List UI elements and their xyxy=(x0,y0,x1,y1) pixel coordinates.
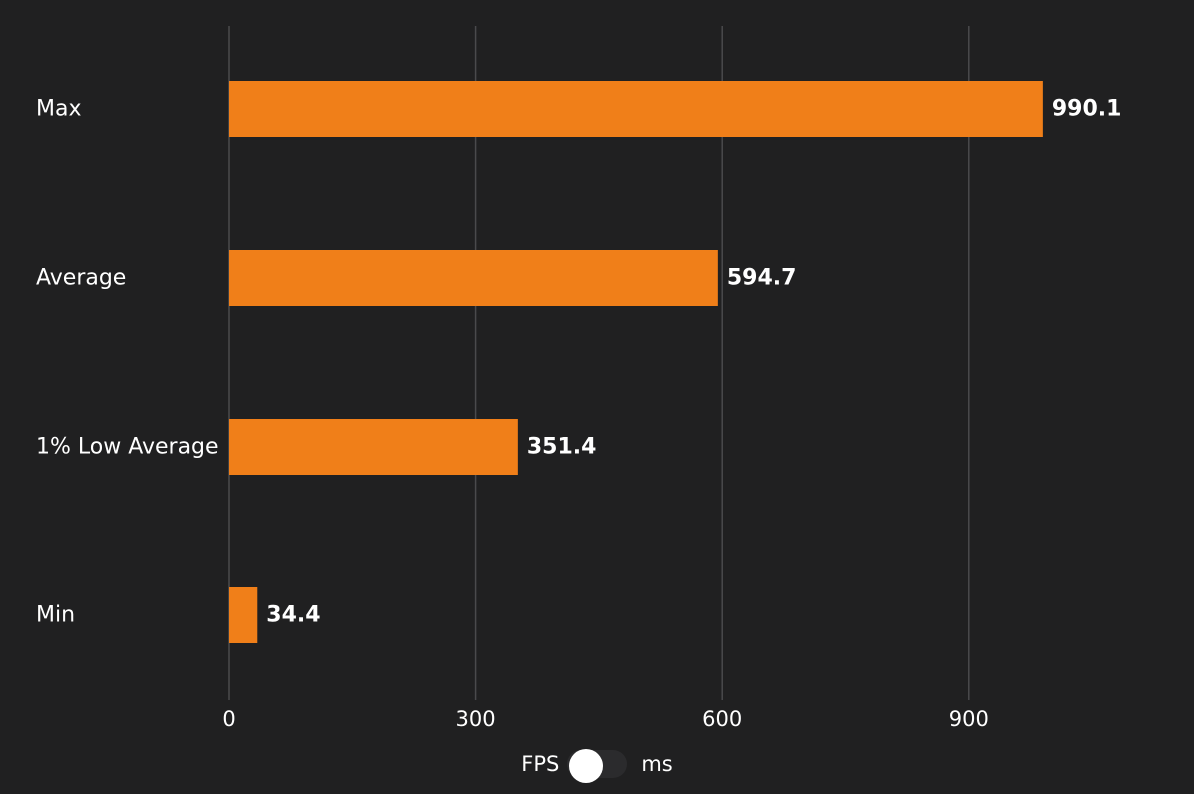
category-label: Average xyxy=(36,266,126,291)
bar xyxy=(229,419,518,475)
unit-toggle: FPS ms xyxy=(0,744,1194,784)
value-label: 351.4 xyxy=(527,435,597,460)
bars xyxy=(229,81,1043,643)
category-label: Min xyxy=(36,603,75,628)
value-label: 594.7 xyxy=(727,266,797,291)
bar xyxy=(229,587,258,643)
x-tick-label: 600 xyxy=(702,707,742,731)
value-label: 34.4 xyxy=(266,603,320,628)
fps-ms-toggle-switch[interactable] xyxy=(567,749,628,783)
bar xyxy=(229,250,718,306)
value-labels: 990.1 594.7 351.4 34.4 xyxy=(266,97,1121,628)
category-label: Max xyxy=(36,97,81,122)
value-label: 990.1 xyxy=(1052,97,1122,122)
fps-label[interactable]: FPS xyxy=(521,752,560,776)
bar xyxy=(229,81,1043,137)
x-axis-ticks: 0 300 600 900 xyxy=(222,707,989,731)
category-labels: Max Average 1% Low Average Min xyxy=(36,97,219,628)
x-tick-label: 900 xyxy=(949,707,989,731)
category-label: 1% Low Average xyxy=(36,435,219,460)
toggle-knob[interactable] xyxy=(569,749,604,783)
x-tick-label: 0 xyxy=(222,707,235,731)
x-tick-label: 300 xyxy=(456,707,496,731)
ms-label[interactable]: ms xyxy=(641,752,673,776)
